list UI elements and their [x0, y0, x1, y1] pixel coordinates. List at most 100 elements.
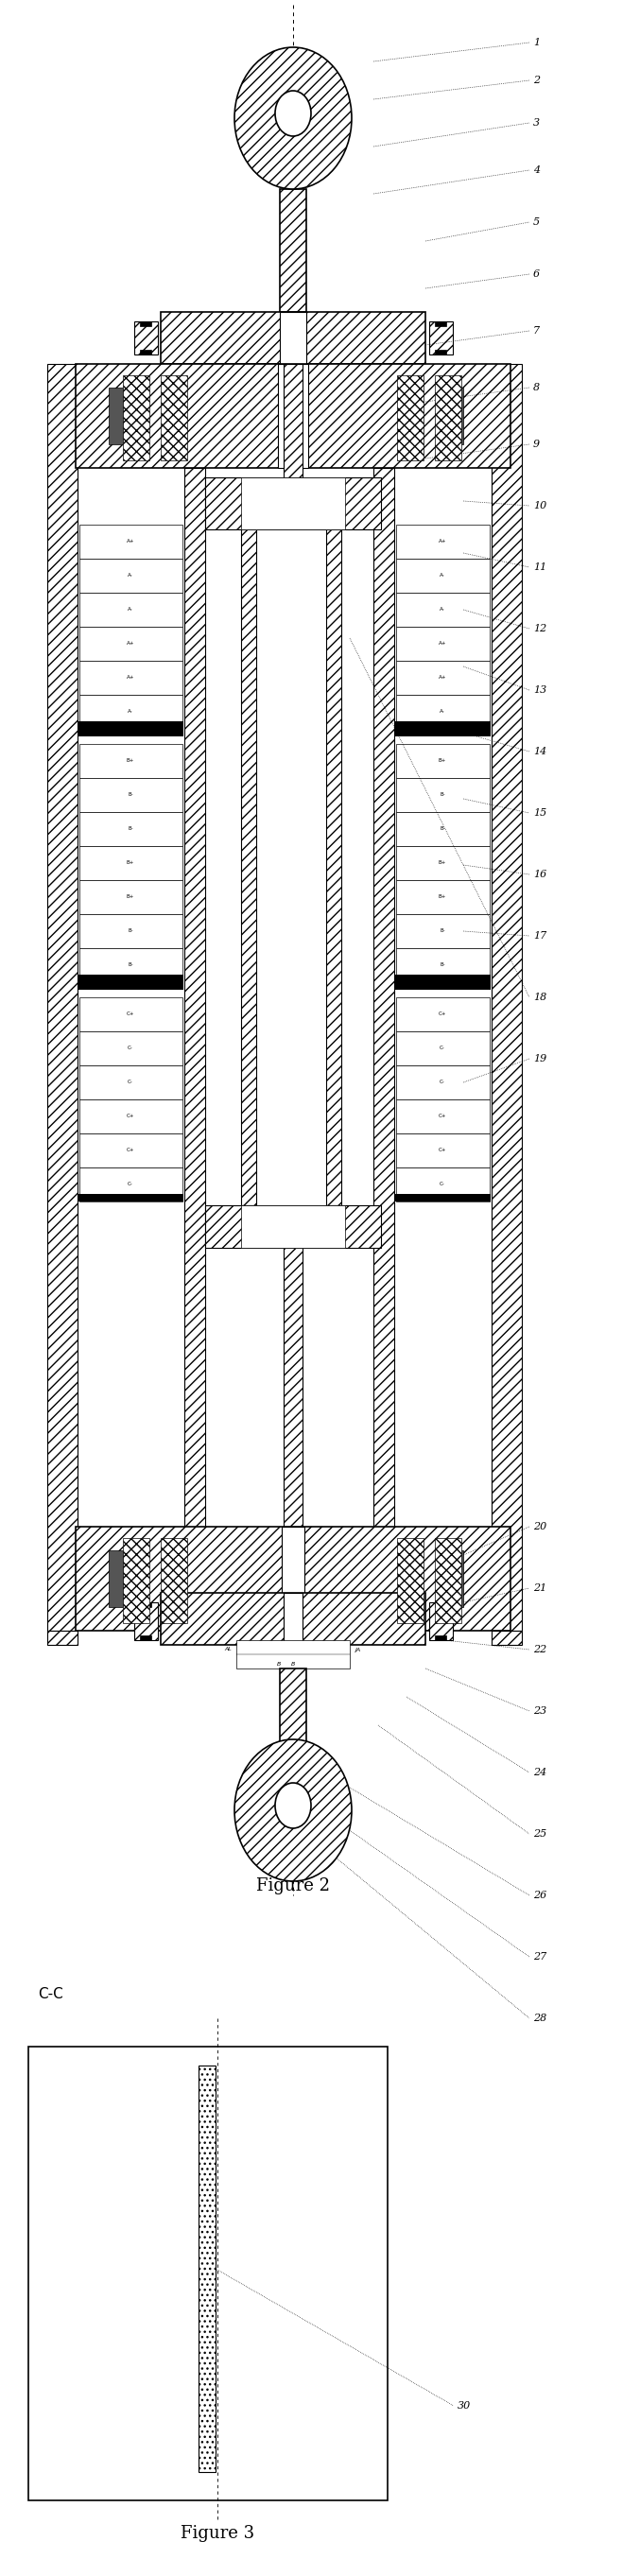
Bar	[79, 948, 182, 981]
Text: A+: A+	[438, 641, 447, 647]
Text: B-: B-	[128, 930, 133, 933]
Bar	[79, 778, 182, 811]
Ellipse shape	[275, 1783, 311, 1829]
Bar	[429, 1602, 453, 1641]
Text: B-: B-	[440, 827, 445, 832]
Bar	[76, 1528, 511, 1631]
Bar	[47, 363, 77, 1631]
Bar	[123, 1538, 149, 1623]
Text: C+: C+	[438, 1113, 447, 1118]
Bar	[449, 1551, 463, 1607]
Bar	[395, 1193, 491, 1200]
Text: 6: 6	[533, 270, 540, 278]
Bar	[396, 1167, 490, 1200]
Bar	[373, 469, 394, 1631]
Bar	[79, 721, 184, 729]
Text: 7: 7	[533, 327, 540, 335]
Text: C+: C+	[127, 1113, 134, 1118]
Bar	[492, 1631, 522, 1646]
Bar	[140, 350, 151, 355]
Bar	[429, 322, 453, 355]
Text: 2: 2	[533, 75, 540, 85]
Text: A-: A-	[128, 574, 133, 577]
Text: C-: C-	[440, 1182, 445, 1188]
Text: A-: A-	[440, 608, 445, 613]
Text: Figure 2: Figure 2	[256, 1878, 330, 1893]
Text: 15: 15	[533, 809, 547, 817]
Bar	[396, 526, 490, 559]
Bar	[280, 312, 307, 363]
Bar	[396, 1133, 490, 1167]
Bar	[435, 322, 446, 327]
Text: 24: 24	[533, 1767, 547, 1777]
Text: 30: 30	[458, 2401, 471, 2411]
Text: A+: A+	[127, 538, 134, 544]
Bar	[140, 322, 151, 327]
Text: 26: 26	[533, 1891, 547, 1901]
Text: C-: C-	[128, 1182, 133, 1188]
Bar	[280, 1669, 307, 1754]
Bar	[123, 376, 149, 461]
Text: C+: C+	[127, 1149, 134, 1154]
Text: B-: B-	[440, 793, 445, 799]
Text: C+: C+	[438, 1012, 447, 1018]
Bar	[284, 1592, 303, 1646]
Text: A-: A-	[128, 608, 133, 613]
Ellipse shape	[234, 46, 351, 188]
Bar	[79, 1167, 182, 1200]
Text: C-: C-	[128, 1046, 133, 1051]
Text: B+: B+	[438, 894, 446, 899]
Bar	[241, 477, 345, 531]
Text: Figure 3: Figure 3	[180, 2524, 254, 2543]
Bar	[79, 997, 182, 1030]
Text: B-: B-	[440, 930, 445, 933]
Text: B-: B-	[128, 827, 133, 832]
Bar	[396, 626, 490, 662]
Bar	[79, 811, 182, 845]
Bar	[435, 1602, 446, 1607]
Bar	[79, 845, 182, 881]
Text: 8: 8	[533, 384, 540, 392]
Bar	[395, 729, 491, 737]
Text: 13: 13	[533, 685, 547, 696]
Bar	[395, 981, 491, 989]
Text: B+: B+	[438, 757, 446, 762]
Bar	[396, 778, 490, 811]
Bar	[396, 845, 490, 881]
Bar	[326, 520, 341, 1206]
Ellipse shape	[275, 90, 311, 137]
Bar	[79, 974, 184, 981]
Bar	[396, 559, 490, 592]
Bar	[79, 729, 184, 737]
Bar	[396, 696, 490, 729]
Text: C-: C-	[440, 1079, 445, 1084]
Bar	[161, 1592, 426, 1646]
Text: C-: C-	[440, 1046, 445, 1051]
Text: B-: B-	[128, 793, 133, 799]
Bar	[396, 811, 490, 845]
Bar	[205, 477, 381, 531]
Text: 14: 14	[533, 747, 547, 757]
Text: 22: 22	[533, 1646, 547, 1654]
Bar	[109, 386, 123, 443]
Bar	[161, 312, 426, 363]
Text: B+: B+	[127, 860, 134, 866]
Text: B-: B-	[440, 963, 445, 969]
Text: 20: 20	[533, 1522, 547, 1530]
Bar	[47, 1631, 77, 1646]
Text: B+: B+	[438, 860, 446, 866]
Bar	[140, 1602, 151, 1607]
Bar	[79, 981, 184, 989]
Bar	[140, 1636, 151, 1641]
Bar	[109, 1551, 123, 1607]
Bar	[280, 188, 307, 312]
Bar	[435, 1636, 446, 1641]
Text: B+: B+	[127, 894, 134, 899]
Bar	[241, 520, 256, 1206]
Bar	[396, 881, 490, 914]
Bar	[396, 948, 490, 981]
Bar	[284, 363, 303, 1772]
Text: 17: 17	[533, 930, 547, 940]
Bar	[435, 376, 461, 461]
Text: C-: C-	[128, 1079, 133, 1084]
